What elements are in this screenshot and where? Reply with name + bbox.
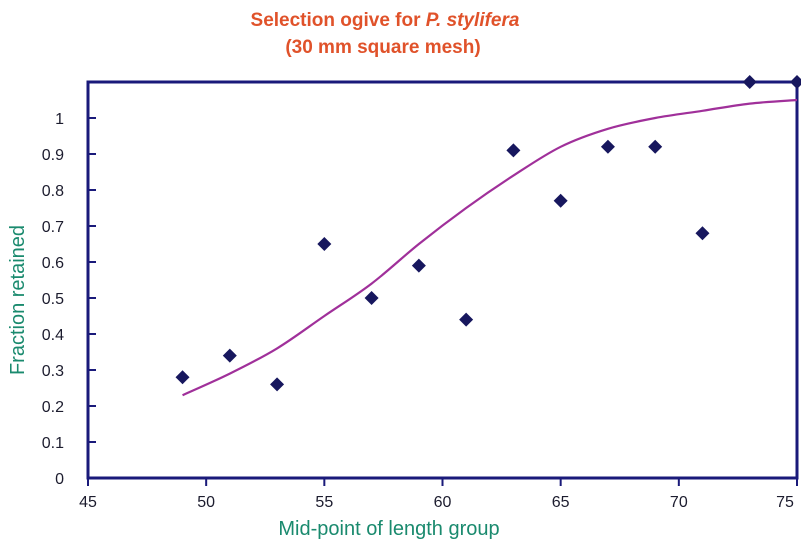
- y-tick-label: 0.1: [42, 435, 64, 452]
- chart-title: Selection ogive for P. stylifera: [251, 10, 520, 31]
- data-point-marker: [175, 370, 190, 385]
- y-tick-label: 1: [55, 111, 64, 128]
- y-tick-label: 0.2: [42, 399, 64, 416]
- x-axis-label: Mid-point of length group: [278, 518, 499, 540]
- data-points: [175, 75, 801, 392]
- x-tick-label: 65: [552, 494, 570, 511]
- plot-frame: [86, 80, 799, 480]
- fitted-ogive-curve: [182, 98, 798, 397]
- x-tick-label: 75: [776, 494, 794, 511]
- chart-title-text: Selection ogive for: [251, 10, 426, 31]
- x-tick-label: 60: [434, 494, 452, 511]
- data-point-marker: [459, 312, 474, 327]
- y-axis-label: Fraction retained: [7, 225, 29, 375]
- x-tick-label: 50: [197, 494, 215, 511]
- y-tick-label: 0.8: [42, 183, 64, 200]
- data-point-marker: [553, 193, 568, 208]
- y-axis-ticks: 0 0.1 0.2 0.3 0.4 0.5 0.6 0.7 0.8 0.9 1: [42, 111, 96, 488]
- y-tick-label: 0: [55, 471, 64, 488]
- x-tick-label: 45: [79, 494, 97, 511]
- data-point-marker: [600, 139, 615, 154]
- chart-title-species: P. stylifera: [426, 10, 520, 31]
- x-axis-ticks: 45 50 55 60 65 70 75: [79, 478, 798, 511]
- chart-subtitle: (30 mm square mesh): [285, 37, 480, 58]
- data-point-marker: [695, 226, 710, 241]
- data-point-marker: [364, 291, 379, 305]
- x-tick-label: 70: [670, 494, 688, 511]
- data-point-marker: [506, 143, 521, 158]
- y-tick-label: 0.4: [42, 327, 64, 344]
- y-tick-label: 0.6: [42, 255, 64, 272]
- data-point-marker: [222, 348, 237, 363]
- y-tick-label: 0.3: [42, 363, 64, 380]
- data-point-marker: [411, 258, 426, 273]
- data-point-marker: [317, 237, 332, 251]
- data-point-marker: [648, 139, 663, 154]
- y-tick-label: 0.5: [42, 291, 64, 308]
- data-point-marker: [270, 377, 285, 392]
- data-point-marker: [742, 75, 757, 89]
- y-tick-label: 0.7: [42, 219, 64, 236]
- y-tick-label: 0.9: [42, 147, 64, 164]
- x-tick-label: 55: [315, 494, 333, 511]
- data-point-marker: [790, 75, 801, 89]
